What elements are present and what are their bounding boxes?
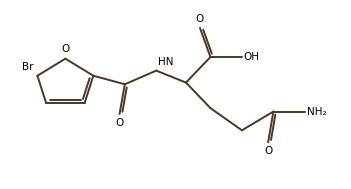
Text: O: O (196, 14, 204, 24)
Text: O: O (115, 118, 124, 128)
Text: NH₂: NH₂ (307, 107, 326, 117)
Text: OH: OH (244, 52, 260, 62)
Text: O: O (264, 146, 272, 156)
Text: O: O (61, 44, 69, 54)
Text: HN: HN (158, 57, 173, 67)
Text: Br: Br (22, 62, 33, 72)
